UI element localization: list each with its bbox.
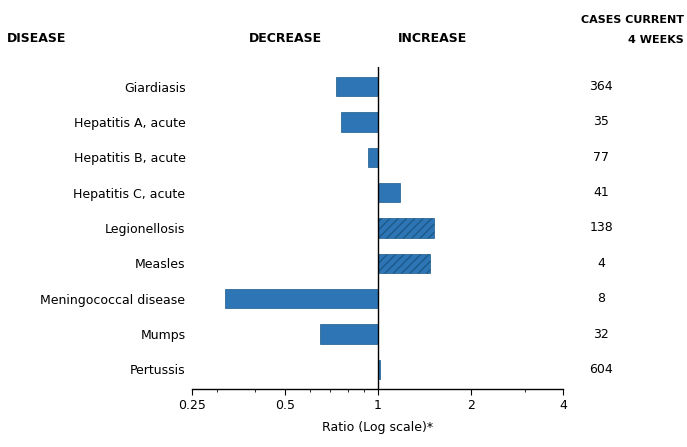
Bar xyxy=(320,325,378,344)
Bar xyxy=(341,112,378,131)
X-axis label: Ratio (Log scale)*: Ratio (Log scale)* xyxy=(322,421,433,434)
Text: 35: 35 xyxy=(593,115,609,128)
Bar xyxy=(336,77,378,96)
Bar xyxy=(378,360,381,379)
Text: CASES CURRENT: CASES CURRENT xyxy=(581,15,684,25)
Text: DISEASE: DISEASE xyxy=(7,32,66,45)
Text: INCREASE: INCREASE xyxy=(398,32,466,45)
Bar xyxy=(225,289,378,308)
Text: 4: 4 xyxy=(597,257,605,270)
Text: 4 WEEKS: 4 WEEKS xyxy=(628,35,684,45)
Bar xyxy=(368,148,378,167)
Bar xyxy=(378,183,400,202)
Text: 364: 364 xyxy=(589,80,613,93)
Text: 41: 41 xyxy=(594,186,609,199)
Bar xyxy=(378,253,430,273)
Text: DECREASE: DECREASE xyxy=(249,32,322,45)
Text: 138: 138 xyxy=(589,221,613,235)
Text: 32: 32 xyxy=(594,328,609,341)
Text: 604: 604 xyxy=(589,363,613,376)
Text: 77: 77 xyxy=(593,151,609,164)
Bar xyxy=(378,218,434,238)
Text: 8: 8 xyxy=(597,292,605,305)
